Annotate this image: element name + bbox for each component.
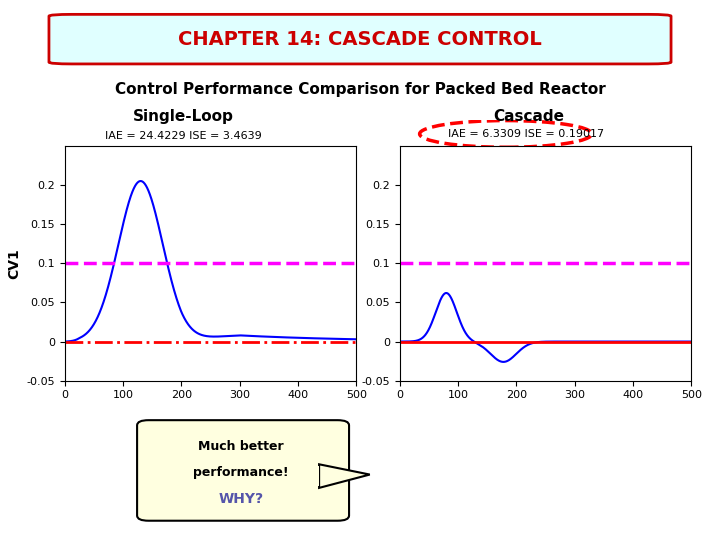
- Text: Control Performance Comparison for Packed Bed Reactor: Control Performance Comparison for Packe…: [114, 82, 606, 97]
- Text: WHY?: WHY?: [218, 492, 264, 506]
- Y-axis label: CV1: CV1: [7, 248, 21, 279]
- Text: Single-Loop: Single-Loop: [133, 109, 234, 124]
- Text: Cascade: Cascade: [494, 109, 564, 124]
- Text: CHAPTER 14: CASCADE CONTROL: CHAPTER 14: CASCADE CONTROL: [178, 30, 542, 49]
- Polygon shape: [319, 464, 370, 488]
- Polygon shape: [315, 467, 319, 486]
- Text: Much better: Much better: [198, 440, 284, 454]
- FancyBboxPatch shape: [49, 15, 671, 64]
- Text: IAE = 24.4229 ISE = 3.4639: IAE = 24.4229 ISE = 3.4639: [105, 131, 262, 141]
- FancyBboxPatch shape: [137, 420, 349, 521]
- Text: performance!: performance!: [193, 466, 289, 479]
- Text: IAE = 6.3309 ISE = 0.19017: IAE = 6.3309 ISE = 0.19017: [448, 129, 603, 139]
